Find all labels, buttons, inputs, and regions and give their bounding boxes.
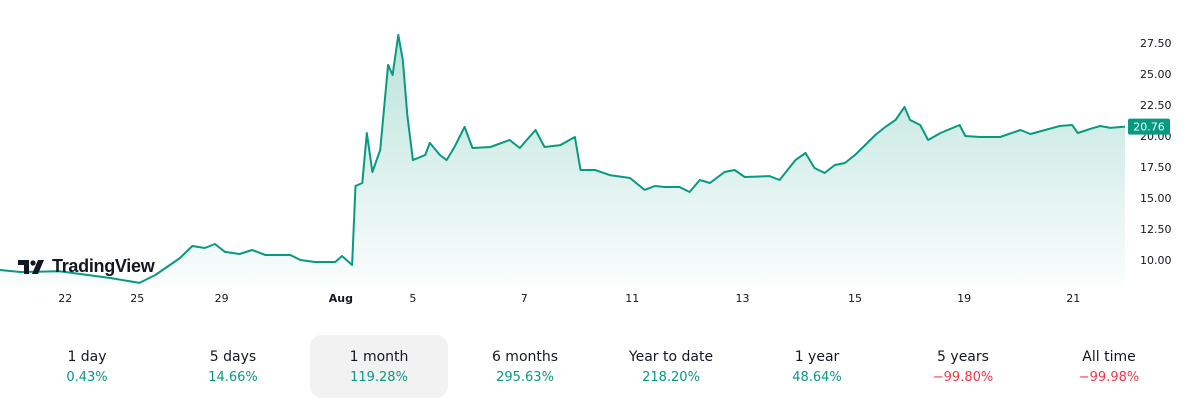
period-5-days[interactable]: 5 days 14.66% [160, 335, 306, 398]
x-tick-label: 13 [736, 292, 750, 305]
y-tick-label: 22.50 [1140, 99, 1172, 112]
period-label: 5 days [209, 348, 257, 365]
x-tick-label: 7 [521, 292, 528, 305]
period-5-years[interactable]: 5 years −99.80% [890, 335, 1036, 398]
brand-name: TradingView [52, 256, 155, 276]
y-tick-label: 27.50 [1140, 37, 1172, 50]
period-change: 14.66% [208, 369, 258, 385]
tradingview-logo-icon [18, 259, 44, 274]
period-label: 6 months [491, 348, 559, 365]
x-tick-label: 5 [409, 292, 416, 305]
x-tick-label: 25 [130, 292, 144, 305]
price-area-fill [0, 34, 1125, 286]
period-label: 5 years [937, 348, 989, 365]
last-price-label: 20.76 [1128, 118, 1170, 135]
period-label: All time [1082, 348, 1136, 365]
period-1-year[interactable]: 1 year 48.64% [744, 335, 890, 398]
period-label: 1 year [794, 348, 840, 365]
period-label: 1 day [67, 348, 107, 365]
period-change: −99.98% [1078, 369, 1140, 385]
period-year-to-date[interactable]: Year to date 218.20% [598, 335, 744, 398]
x-tick-label: 21 [1066, 292, 1080, 305]
x-tick-label: 22 [58, 292, 72, 305]
x-tick-label: 11 [625, 292, 639, 305]
period-label: 1 month [349, 348, 409, 365]
period-change: 48.64% [792, 369, 842, 385]
period-change: 119.28% [350, 369, 408, 385]
period-all-time[interactable]: All time −99.98% [1036, 335, 1182, 398]
y-tick-label: 15.00 [1140, 192, 1172, 205]
x-tick-label: 15 [848, 292, 862, 305]
x-tick-label: Aug [329, 292, 353, 305]
y-tick-label: 17.50 [1140, 161, 1172, 174]
period-6-months[interactable]: 6 months 295.63% [452, 335, 598, 398]
y-tick-label: 12.50 [1140, 223, 1172, 236]
period-change: −99.80% [932, 369, 994, 385]
performance-periods: 1 day 0.43% 5 days 14.66% 1 month 119.28% 6 mo… [14, 335, 1184, 398]
x-axis: 22 25 29 Aug 5 7 11 13 15 19 21 [58, 292, 1080, 305]
x-tick-label: 19 [957, 292, 971, 305]
period-change: 0.43% [66, 369, 108, 385]
tradingview-logo[interactable]: TradingView [18, 256, 155, 277]
y-tick-label: 25.00 [1140, 68, 1172, 81]
x-tick-label: 29 [215, 292, 229, 305]
svg-text:20.76: 20.76 [1133, 121, 1165, 134]
price-line [0, 33, 1126, 284]
period-1-day[interactable]: 1 day 0.43% [14, 335, 160, 398]
period-label: Year to date [628, 348, 714, 365]
price-chart[interactable]: 10.0012.5015.0017.5020.0022.5025.0027.50… [0, 0, 1200, 320]
period-change: 218.20% [642, 369, 700, 385]
period-change: 295.63% [496, 369, 554, 385]
period-1-month[interactable]: 1 month 119.28% [310, 335, 448, 398]
y-tick-label: 10.00 [1140, 254, 1172, 267]
